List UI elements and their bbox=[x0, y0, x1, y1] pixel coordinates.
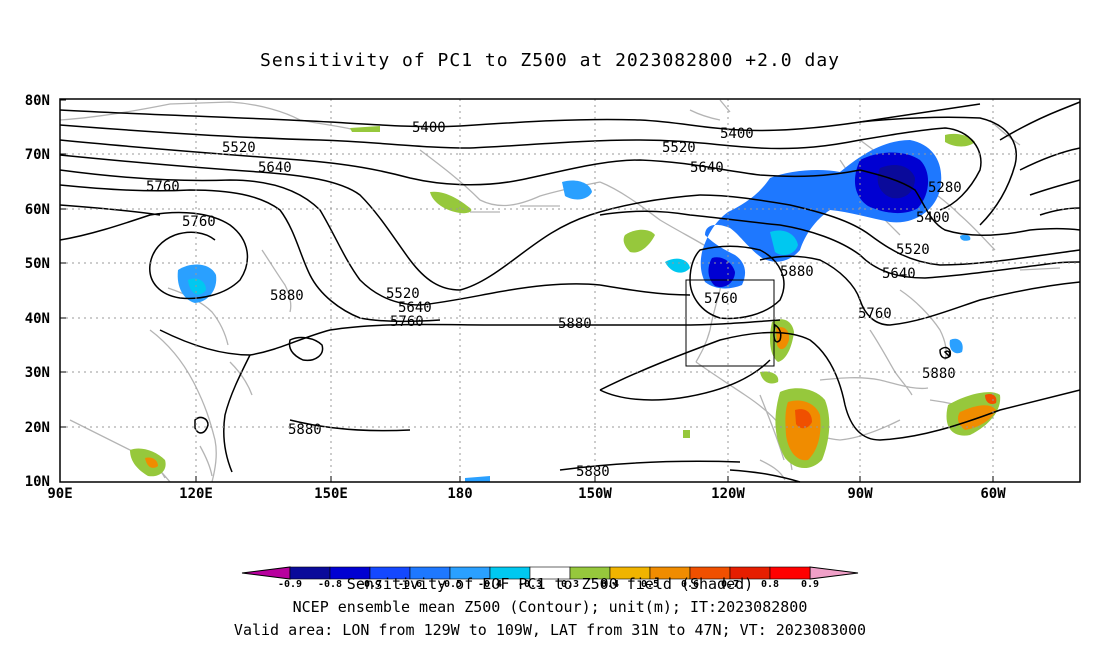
shade-pos-arctic bbox=[350, 126, 380, 132]
colorbar-label: 0.4 bbox=[601, 579, 619, 590]
z500-contours bbox=[59, 101, 1081, 483]
caption-contour: NCEP ensemble mean Z500 (Contour); unit(… bbox=[292, 598, 808, 616]
shade-pos-carib-hi bbox=[985, 393, 997, 405]
shaded-sensitivity bbox=[130, 126, 1001, 482]
shade-pos-hawaii bbox=[683, 430, 690, 438]
shade-japan-cyan bbox=[188, 278, 206, 295]
shade-east bbox=[949, 338, 963, 354]
shade-pos-mex-hi bbox=[795, 409, 812, 429]
contour-label: 5880 bbox=[922, 366, 956, 382]
colorbar-label: 0.6 bbox=[681, 579, 699, 590]
contour-label: 5400 bbox=[412, 120, 446, 136]
lat-label: 10N bbox=[25, 474, 50, 490]
lon-label: 180 bbox=[447, 486, 472, 502]
figure-title: Sensitivity of PC1 to Z500 at 2023082800… bbox=[259, 50, 840, 71]
lon-label: 120E bbox=[179, 486, 213, 502]
shade-kam bbox=[562, 180, 592, 200]
axis-ticks bbox=[60, 99, 994, 482]
shade-pos-alaska bbox=[623, 229, 655, 253]
contour-labels: 5400 5520 5640 5760 5760 5880 5520 5640 … bbox=[146, 120, 962, 480]
lat-label: 50N bbox=[25, 256, 50, 272]
caption-shading: Sensitivity of EOF PC1 to Z500 field (Sh… bbox=[346, 575, 754, 593]
shade-pos-gulf bbox=[760, 371, 779, 384]
lat-label: 40N bbox=[25, 311, 50, 327]
contour-label: 5760 bbox=[704, 291, 738, 307]
contour-label: 5280 bbox=[928, 180, 962, 196]
contour-label: 5520 bbox=[662, 140, 696, 156]
shade-pos-se-asia-core bbox=[145, 457, 158, 468]
map-frame bbox=[59, 98, 1081, 483]
contour-label: 5640 bbox=[398, 300, 432, 316]
colorbar-label: -0.5 bbox=[438, 579, 462, 590]
contour-label: 5520 bbox=[222, 140, 256, 156]
contour-label: 5400 bbox=[720, 126, 754, 142]
colorbar-label: -0.8 bbox=[318, 579, 342, 590]
shade-e2 bbox=[960, 234, 971, 241]
lat-label: 20N bbox=[25, 420, 50, 436]
colorbar-label: 0.7 bbox=[721, 579, 739, 590]
colorbar-swatch bbox=[769, 566, 811, 580]
lat-label: 80N bbox=[25, 93, 50, 109]
colorbar-label: 0.9 bbox=[801, 579, 819, 590]
colorbar-label: -0.7 bbox=[358, 579, 382, 590]
lon-labels: 90E 120E 150E 180 150W 120W 90W 60W bbox=[47, 486, 1006, 502]
contour-label: 5520 bbox=[386, 286, 420, 302]
lon-label: 60W bbox=[980, 486, 1006, 502]
lon-label: 150W bbox=[578, 486, 612, 502]
map-panel: 5400 5520 5640 5760 5760 5880 5520 5640 … bbox=[25, 93, 1081, 502]
caption-valid-area: Valid area: LON from 129W to 109W, LAT f… bbox=[233, 621, 867, 639]
contour-label: 5880 bbox=[270, 288, 304, 304]
shade-dots bbox=[465, 476, 490, 482]
lon-label: 90E bbox=[47, 486, 72, 502]
contour-label: 5760 bbox=[182, 214, 216, 230]
colorbar-label: -0.6 bbox=[398, 579, 422, 590]
contour-label: 5760 bbox=[146, 179, 180, 195]
contour-label: 5640 bbox=[882, 266, 916, 282]
contour-label: 5520 bbox=[896, 242, 930, 258]
lat-label: 30N bbox=[25, 365, 50, 381]
contour-label: 5760 bbox=[390, 314, 424, 330]
contour-label: 5400 bbox=[916, 210, 950, 226]
contour-label: 5880 bbox=[558, 316, 592, 332]
colorbar-label: 0.8 bbox=[761, 579, 779, 590]
contour-label: 5880 bbox=[780, 264, 814, 280]
shade-pos-siberia bbox=[430, 191, 472, 214]
shade-light-blue2 bbox=[665, 258, 690, 273]
lat-label: 60N bbox=[25, 202, 50, 218]
lon-label: 120W bbox=[711, 486, 745, 502]
shade-neg-core2 bbox=[877, 165, 915, 199]
colorbar-label: -0.4 bbox=[478, 579, 502, 590]
contour-label: 5880 bbox=[576, 464, 610, 480]
colorbar-label: -0.9 bbox=[278, 579, 302, 590]
contour-label: 5640 bbox=[690, 160, 724, 176]
colorbar-label: 0.5 bbox=[641, 579, 659, 590]
contour-label: 5880 bbox=[288, 422, 322, 438]
contour-label: 5760 bbox=[858, 306, 892, 322]
valid-area-box bbox=[685, 279, 775, 367]
shade-pos-mex-core bbox=[785, 400, 821, 461]
colorbar-label: -0.3 bbox=[518, 579, 542, 590]
shade-light-blue bbox=[770, 230, 798, 256]
lon-label: 90W bbox=[847, 486, 873, 502]
lat-label: 70N bbox=[25, 147, 50, 163]
colorbar-label: 0.3 bbox=[561, 579, 579, 590]
contour-label: 5640 bbox=[258, 160, 292, 176]
gridlines bbox=[60, 99, 1080, 482]
lat-labels: 80N 70N 60N 50N 40N 30N 20N 10N bbox=[25, 93, 50, 490]
lon-label: 150E bbox=[314, 486, 348, 502]
colorbar: -0.9 -0.8 -0.7 -0.6 -0.5 -0.4 -0.3 0.3 0.4 0.5 0.6… bbox=[241, 566, 859, 590]
